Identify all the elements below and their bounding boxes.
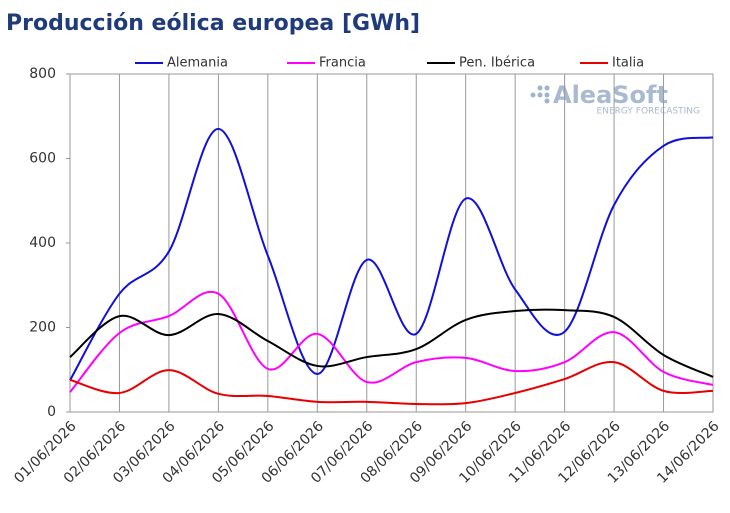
logo-dot (544, 92, 550, 98)
y-tick-label: 400 (29, 235, 56, 251)
legend-label: Francia (319, 56, 366, 71)
legend-label: Italia (612, 56, 644, 71)
logo-dot (537, 92, 543, 98)
logo-dot (544, 98, 550, 104)
y-tick-label: 600 (29, 151, 56, 167)
legend-label: Pen. Ibérica (459, 56, 535, 71)
logo-tagline: ENERGY FORECASTING (597, 107, 700, 117)
y-tick-label: 800 (29, 66, 56, 82)
line (69, 290, 714, 393)
line (69, 308, 714, 378)
logo-name: AleaSoft (553, 81, 668, 109)
logo-dot (544, 85, 550, 91)
chart-title: Producción eólica europea [GWh] (6, 11, 420, 36)
y-tick-label: 200 (29, 320, 56, 336)
plot-border (69, 73, 714, 413)
logo: AleaSoft ENERGY FORECASTING (530, 81, 700, 117)
y-tick-label: 0 (47, 404, 56, 420)
logo-dot (537, 85, 543, 91)
legend-label: Alemania (167, 56, 228, 71)
line (69, 361, 714, 406)
logo-dot (530, 92, 536, 98)
line (69, 127, 714, 381)
